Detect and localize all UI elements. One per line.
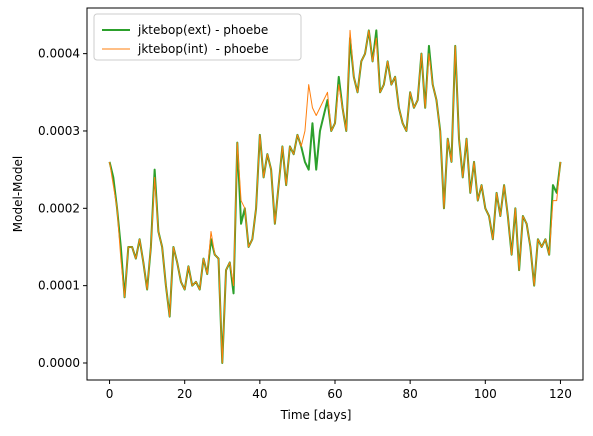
y-tick-label: 0.0004 bbox=[38, 47, 80, 61]
x-tick-label: 60 bbox=[327, 387, 342, 401]
y-axis-label: Model-Model bbox=[11, 156, 25, 232]
x-tick-label: 0 bbox=[106, 387, 114, 401]
x-tick-label: 20 bbox=[177, 387, 192, 401]
y-tick-label: 0.0002 bbox=[38, 201, 80, 215]
legend-label: jktebop(int) - phoebe bbox=[137, 42, 269, 56]
x-tick-label: 40 bbox=[252, 387, 267, 401]
y-tick-label: 0.0000 bbox=[38, 356, 80, 370]
y-tick-label: 0.0003 bbox=[38, 124, 80, 138]
x-tick-label: 80 bbox=[403, 387, 418, 401]
y-tick-label: 0.0001 bbox=[38, 279, 80, 293]
series-line bbox=[109, 29, 561, 364]
x-tick-label: 120 bbox=[549, 387, 572, 401]
legend-label: jktebop(ext) - phoebe bbox=[137, 23, 268, 37]
x-tick-label: 100 bbox=[474, 387, 497, 401]
x-axis-label: Time [days] bbox=[280, 408, 352, 422]
series-line bbox=[108, 29, 562, 364]
plot-frame bbox=[86, 7, 584, 381]
legend-box bbox=[93, 13, 302, 61]
